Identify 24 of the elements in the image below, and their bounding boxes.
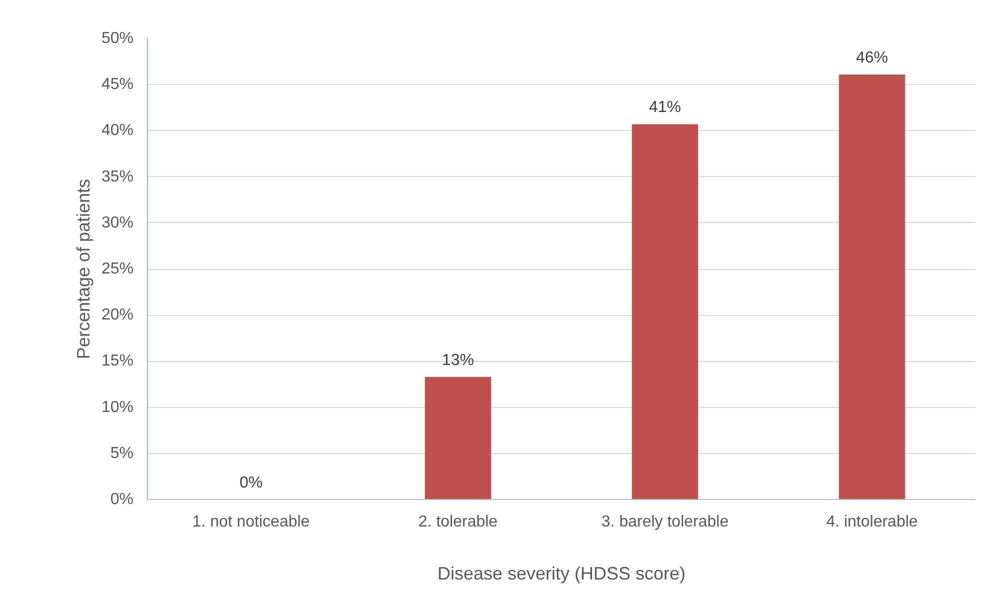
data-label: 41% [648, 99, 682, 116]
bar [838, 74, 906, 500]
y-tick-label: 15% [101, 352, 134, 370]
y-tick-label: 10% [101, 398, 134, 416]
x-axis-title: Disease severity (HDSS score) [437, 564, 686, 584]
y-tick-label: 25% [101, 260, 134, 278]
y-tick-label: 20% [101, 306, 134, 324]
y-tick-label: 35% [101, 168, 134, 186]
y-tick-label: 45% [101, 76, 134, 94]
y-tick-label: 30% [101, 214, 134, 232]
y-tick-label: 40% [101, 122, 134, 140]
bar [424, 376, 492, 500]
x-tick-label: 2. tolerable [418, 514, 498, 530]
x-tick-label: 3. barely tolerable [601, 514, 729, 530]
data-label: 13% [442, 352, 474, 369]
y-tick-label: 0% [110, 491, 134, 508]
x-tick-label: 4. intolerable [826, 514, 918, 530]
y-tick-label: 5% [110, 444, 134, 462]
y-tick-label: 50% [101, 30, 134, 47]
data-label: 0% [239, 474, 263, 492]
y-axis-title: Percentage of patients [73, 178, 94, 360]
x-tick-label: 1. not noticeable [192, 514, 310, 530]
data-label: 46% [856, 49, 888, 66]
bar [632, 124, 698, 500]
